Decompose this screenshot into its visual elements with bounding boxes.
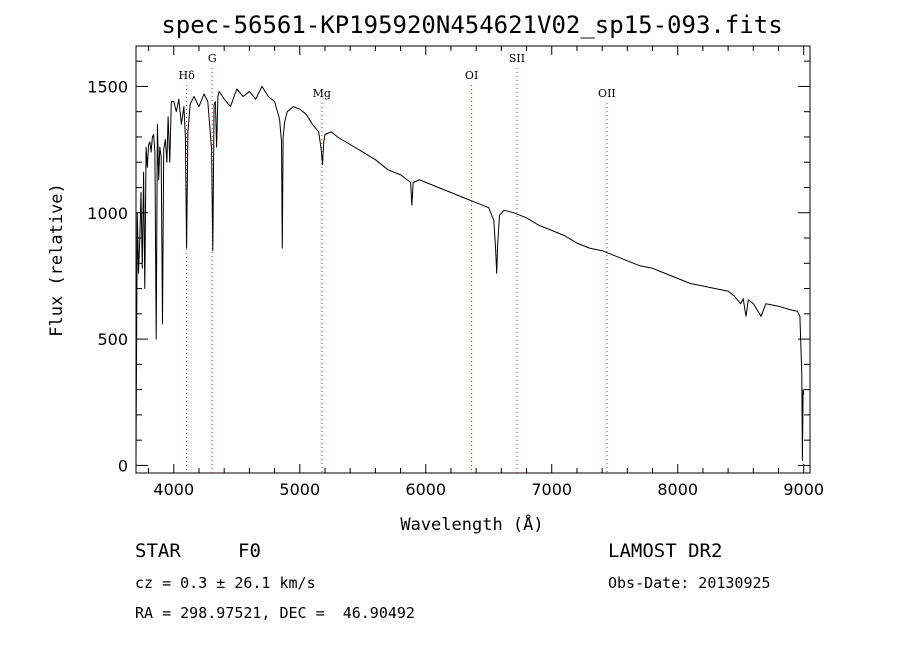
axis-ticks: 4000 5000 6000 7000 8000 9000 0 500 1000 1500 [87, 46, 824, 499]
y-tick-label: 1000 [87, 204, 128, 223]
coordinates: RA = 298.97521, DEC = 46.90492 [135, 604, 415, 622]
y-tick-label: 500 [97, 330, 128, 349]
y-axis-label: Flux (relative) [47, 183, 67, 337]
x-tick-label: 7000 [531, 480, 572, 499]
spectrum-series [135, 85, 805, 461]
object-class: STAR [135, 540, 181, 562]
survey-name: LAMOST DR2 [608, 540, 723, 562]
x-axis-label: Wavelength (Å) [400, 513, 543, 535]
x-tick-label: 8000 [657, 480, 698, 499]
object-subclass: F0 [238, 540, 261, 562]
y-tick-label: 1500 [87, 77, 128, 96]
reference-lines: Hδ G Mg OI SII OII [179, 52, 616, 473]
plot-frame [135, 45, 811, 474]
x-tick-label: 6000 [405, 480, 446, 499]
y-tick-label: 0 [118, 456, 128, 475]
reference-line-label: SII [509, 52, 525, 65]
x-tick-label: 9000 [783, 480, 824, 499]
reference-line-label: Mg [313, 87, 331, 100]
redshift-value: cz = 0.3 ± 26.1 km/s [135, 574, 316, 592]
reference-line-label: G [208, 52, 217, 65]
x-tick-label: 4000 [153, 480, 194, 499]
spectrum-line [135, 85, 805, 461]
reference-line-label: OI [465, 69, 478, 82]
chart-title: spec-56561-KP195920N454621V02_sp15-093.f… [161, 11, 782, 39]
reference-line-label: OII [598, 87, 616, 100]
obs-date: Obs-Date: 20130925 [608, 574, 771, 592]
reference-line-label: Hδ [179, 69, 196, 82]
x-tick-label: 5000 [279, 480, 320, 499]
